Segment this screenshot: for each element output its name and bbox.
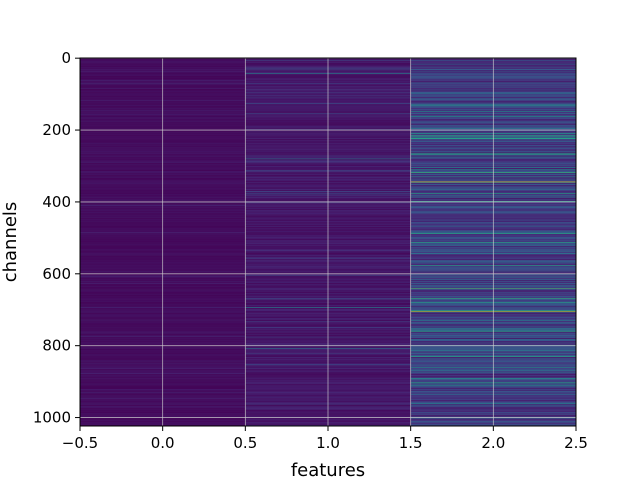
y-tick-label: 0 <box>61 49 71 67</box>
y-axis-ticks: 0 200 400 600 800 1000 <box>33 49 80 427</box>
y-tick-label: 400 <box>42 193 71 211</box>
y-tick-label: 200 <box>42 121 71 139</box>
x-axis-label: features <box>291 460 365 480</box>
x-tick-label: 2.5 <box>564 434 588 452</box>
x-tick-label: 1.0 <box>316 434 340 452</box>
y-tick-label: 800 <box>42 337 71 355</box>
y-tick-label: 600 <box>42 265 71 283</box>
x-tick-label: 0.5 <box>233 434 257 452</box>
y-axis-label: channels <box>0 202 21 283</box>
x-tick-label: −0.5 <box>62 434 98 452</box>
x-axis-ticks: −0.5 0.0 0.5 1.0 1.5 2.0 2.5 <box>62 426 588 452</box>
x-tick-label: 1.5 <box>399 434 423 452</box>
y-tick-label: 1000 <box>33 409 71 427</box>
x-tick-label: 0.0 <box>151 434 175 452</box>
x-tick-label: 2.0 <box>481 434 505 452</box>
